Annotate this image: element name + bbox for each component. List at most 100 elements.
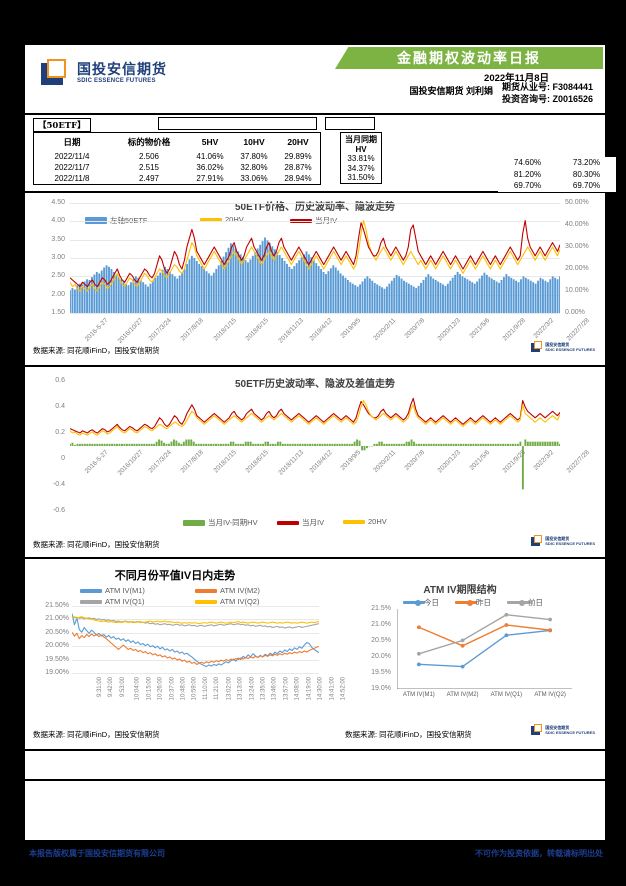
data-table-section: 【50ETF】 日期 标的物价格 5HV 10HV 20HV 2022/11/4… — [25, 115, 616, 193]
chart1-title: 50ETF价格、历史波动率、隐波走势 — [234, 202, 395, 213]
gridline — [72, 646, 319, 648]
chart2-legend-item-2: 20HV — [343, 517, 387, 526]
y-tick-label: 21.0% — [371, 621, 391, 628]
x-tick-label: 14:41:00 — [328, 677, 335, 701]
cell-5hv: 36.02% — [196, 163, 224, 172]
col-header-20hv: 20HV — [287, 137, 309, 147]
cell-right-b: 73.20% — [572, 158, 601, 167]
table-row: 69.70% 69.70% — [498, 180, 616, 192]
x-tick-label: 2018/6/15 — [244, 317, 270, 343]
legend-label: 左轴50ETF — [110, 215, 148, 226]
license-advisory: 投资咨询号: Z0016526 — [501, 94, 593, 104]
gridline — [72, 619, 319, 621]
col-header-date: 日期 — [63, 137, 81, 147]
table-row: 2022/11/4 2.506 41.06% 37.80% 29.89% — [34, 151, 321, 162]
company-name-en: SDIC ESSENCE FUTURES — [77, 77, 156, 84]
hv-value: 34.37% — [347, 163, 375, 173]
cell-10hv: 33.06% — [240, 174, 268, 183]
x-tick-label: 13:35:00 — [260, 677, 267, 701]
x-tick-label: 2018/1/15 — [212, 317, 238, 343]
x-tick-label: 13:02:00 — [226, 677, 233, 701]
chart4-legend-item-1: 昨日 — [455, 597, 491, 608]
chart4-watermark-logo: 国投安信期货 SDIC ESSENCE FUTURES — [531, 724, 595, 735]
x-tick-label: 2019/4/12 — [308, 317, 334, 343]
footer-copyright: 本报告版权属于国投安信期货有限公司 — [29, 848, 165, 858]
chart2-legend-item-1: 当月IV — [277, 517, 324, 528]
empty-box-a — [158, 117, 317, 130]
chart1-watermark-logo: 国投安信期货 SDIC ESSENCE FUTURES — [531, 341, 595, 352]
y-tick-label: 0.6 — [55, 377, 65, 384]
x-tick-label: 2021/9/28 — [501, 317, 527, 343]
chart2-watermark-logo: 国投安信期货 SDIC ESSENCE FUTURES — [531, 535, 595, 546]
banner-title: 金融期权波动率日报 — [397, 51, 541, 67]
hv-table: 日期 标的物价格 5HV 10HV 20HV 2022/11/4 2.506 41.… — [33, 132, 321, 185]
cell-5hv: 41.06% — [196, 152, 224, 161]
report-footer: 本报告版权属于国投安信期货有限公司 不可作为投资依据，转载请标明出处 — [25, 846, 605, 862]
y-tick-label: 3.50 — [51, 235, 65, 243]
same-period-hv-box: 当月同期HV 33.81% 34.37% 31.50% — [340, 132, 382, 184]
x-tick-label: 2021/5/6 — [468, 317, 491, 340]
y-tick-label: 2.00 — [51, 290, 65, 298]
x-tick-label: 10:59:00 — [191, 677, 198, 701]
chart3-legend-item-0: ATM IV(M1) — [80, 586, 145, 595]
y-tick-label: 20.5% — [371, 637, 391, 644]
x-tick-label: 14:08:00 — [294, 677, 301, 701]
y-tick-label: 2.50 — [51, 272, 65, 280]
legend-label: 前日 — [528, 598, 543, 607]
y-tick-label: 19.5% — [371, 669, 391, 676]
y-tick-label: 0.2 — [55, 429, 65, 436]
empty-row-1 — [25, 751, 605, 781]
y-tick-label: 4.00 — [51, 217, 65, 225]
cell-right-a: 74.60% — [513, 158, 542, 167]
x-tick-label: 14:52:00 — [340, 677, 347, 701]
x-tick-label: 2017/3/24 — [147, 317, 174, 343]
chart1-legend-item-2: 当月IV — [290, 215, 337, 226]
chart3-legend-item-3: ATM IV(Q2) — [195, 597, 259, 606]
table-row: 81.20% 80.30% — [498, 169, 616, 181]
cell-5hv: 27.91% — [196, 174, 224, 183]
logo-mark-icon — [41, 59, 71, 87]
footer-disclaimer: 不可作为投资依据，转载请标明出处 — [475, 848, 603, 858]
hv-box-header: 当月同期HV — [345, 135, 377, 154]
chart2-plot — [70, 397, 560, 490]
hv-value: 31.50% — [347, 173, 375, 183]
x-tick-label: 13:13:00 — [237, 677, 244, 701]
chart1-legend-item-1: 20HV — [200, 215, 244, 224]
cell-right-b: 80.30% — [572, 169, 601, 179]
report-banner: 金融期权波动率日报 — [335, 47, 603, 69]
cell-date: 2022/11/8 — [54, 174, 90, 183]
report-date: 2022年11月8日 — [484, 73, 549, 84]
x-tick-label: 10:26:00 — [157, 677, 164, 701]
chart2-legend-item-0: 当月IV-同期HV — [183, 517, 258, 528]
x-tick-label: ATM IV(Q1) — [490, 692, 523, 698]
license-block: 期货从业号: F3084441 投资咨询号: Z0016526 — [502, 81, 593, 105]
analyst-name: 国投安信期货 刘利娟 — [409, 86, 493, 96]
gridline — [70, 313, 560, 314]
y-tick-label: 20.50% — [45, 628, 69, 636]
chart3-plot — [72, 613, 319, 668]
chart-panel-1: 50ETF价格、历史波动率、隐波走势 左轴50ETF 20HV 当月IV 4.5… — [25, 193, 605, 367]
y-tick-label: 10.00% — [565, 287, 589, 294]
col-header-10hv: 10HV — [243, 137, 265, 147]
x-tick-label: 2022/7/28 — [565, 317, 591, 343]
legend-label: ATM IV(Q2) — [220, 597, 260, 606]
x-tick-label: ATM IV(M1) — [402, 692, 435, 698]
gridline — [72, 632, 319, 634]
legend-label: ATM IV(Q1) — [105, 597, 145, 606]
chart4-source: 数据来源: 同花顺iFinD，国投安信期货 — [345, 730, 472, 739]
gridline — [72, 606, 319, 607]
col-header-price: 标的物价格 — [127, 137, 171, 147]
y-tick-label: 19.00% — [45, 669, 69, 676]
table-row: 74.60% 73.20% — [498, 157, 616, 169]
x-tick-label: 9:53:00 — [119, 677, 126, 698]
y-tick-label: 20.00% — [45, 642, 69, 650]
watermark-text: 国投安信期货 SDIC ESSENCE FUTURES — [545, 535, 595, 546]
y-tick-label: 4.50 — [51, 199, 65, 206]
x-tick-label: 2016-5-27 — [83, 317, 110, 343]
legend-label: 当月IV — [315, 215, 337, 226]
chart2-source: 数据来源: 同花顺iFinD，国投安信期货 — [33, 540, 160, 549]
cell-20hv: 29.89% — [284, 152, 312, 161]
x-tick-label: 10:04:00 — [134, 677, 141, 701]
gridline — [72, 673, 319, 674]
x-tick-label: 2016/10/27 — [116, 317, 145, 345]
